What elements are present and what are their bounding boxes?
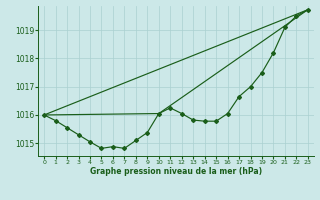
X-axis label: Graphe pression niveau de la mer (hPa): Graphe pression niveau de la mer (hPa)	[90, 167, 262, 176]
